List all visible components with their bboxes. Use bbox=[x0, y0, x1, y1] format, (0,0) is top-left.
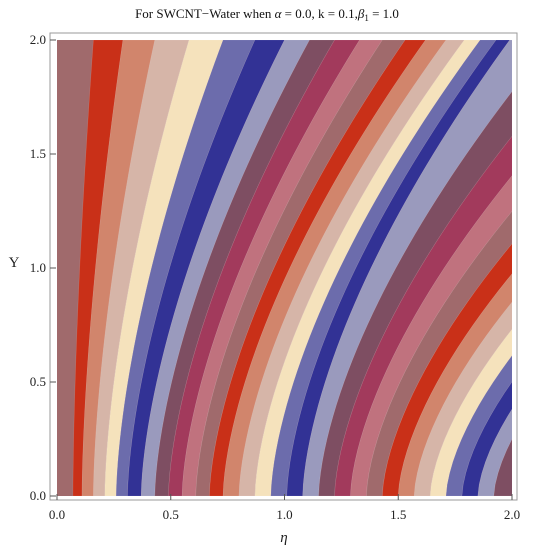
contour-band bbox=[493, 438, 512, 496]
contour-band bbox=[302, 40, 512, 496]
title-beta-subscript: 1 bbox=[364, 13, 369, 23]
contour-band bbox=[154, 40, 335, 496]
y-tick-label: 0.0 bbox=[30, 488, 46, 503]
contour-band bbox=[104, 40, 224, 496]
title-dash: − bbox=[202, 6, 209, 21]
chart-title: For SWCNT−Water when α = 0.0, k = 0.1,β1… bbox=[135, 6, 399, 23]
contour-bands bbox=[57, 40, 512, 496]
contour-band bbox=[254, 40, 481, 496]
axis-ticks: 0.0 0.5 1.0 1.5 2.0 0.0 0.5 1.0 1.5 2.0 bbox=[30, 32, 520, 522]
title-prefix: For SWCNT bbox=[135, 6, 202, 21]
contour-band bbox=[477, 408, 512, 496]
x-tick-label: 2.0 bbox=[504, 507, 520, 522]
contour-band bbox=[286, 40, 511, 496]
title-beta-symbol: β bbox=[357, 6, 365, 21]
title-beta-text: = 1.0 bbox=[369, 6, 399, 21]
title-middle: Water when bbox=[209, 6, 274, 21]
x-tick-label: 1.5 bbox=[390, 507, 406, 522]
contour-band bbox=[429, 328, 512, 496]
contour-band bbox=[140, 40, 310, 496]
y-axis-label: Y bbox=[9, 255, 20, 271]
x-tick-label: 0.0 bbox=[49, 507, 65, 522]
contour-band bbox=[350, 175, 512, 496]
contour-band bbox=[127, 40, 285, 496]
title-alpha-text: = 0.0, k = 0.1, bbox=[281, 6, 357, 21]
plot-frame bbox=[49, 32, 518, 501]
x-tick-label: 0.5 bbox=[163, 507, 179, 522]
y-tick-label: 1.5 bbox=[30, 146, 46, 161]
contour-band bbox=[397, 273, 512, 496]
contour-band bbox=[461, 381, 512, 496]
contour-band bbox=[445, 355, 512, 496]
title-alpha-symbol: α bbox=[275, 6, 283, 21]
y-tick-label: 1.0 bbox=[30, 260, 46, 275]
contour-band bbox=[209, 40, 426, 496]
x-tick-label: 1.0 bbox=[276, 507, 292, 522]
x-axis-label: η bbox=[280, 530, 287, 546]
contour-band bbox=[81, 40, 156, 496]
contour-band bbox=[195, 40, 406, 496]
y-tick-label: 0.5 bbox=[30, 374, 46, 389]
contour-band bbox=[413, 301, 512, 496]
y-tick-label: 2.0 bbox=[30, 32, 46, 47]
